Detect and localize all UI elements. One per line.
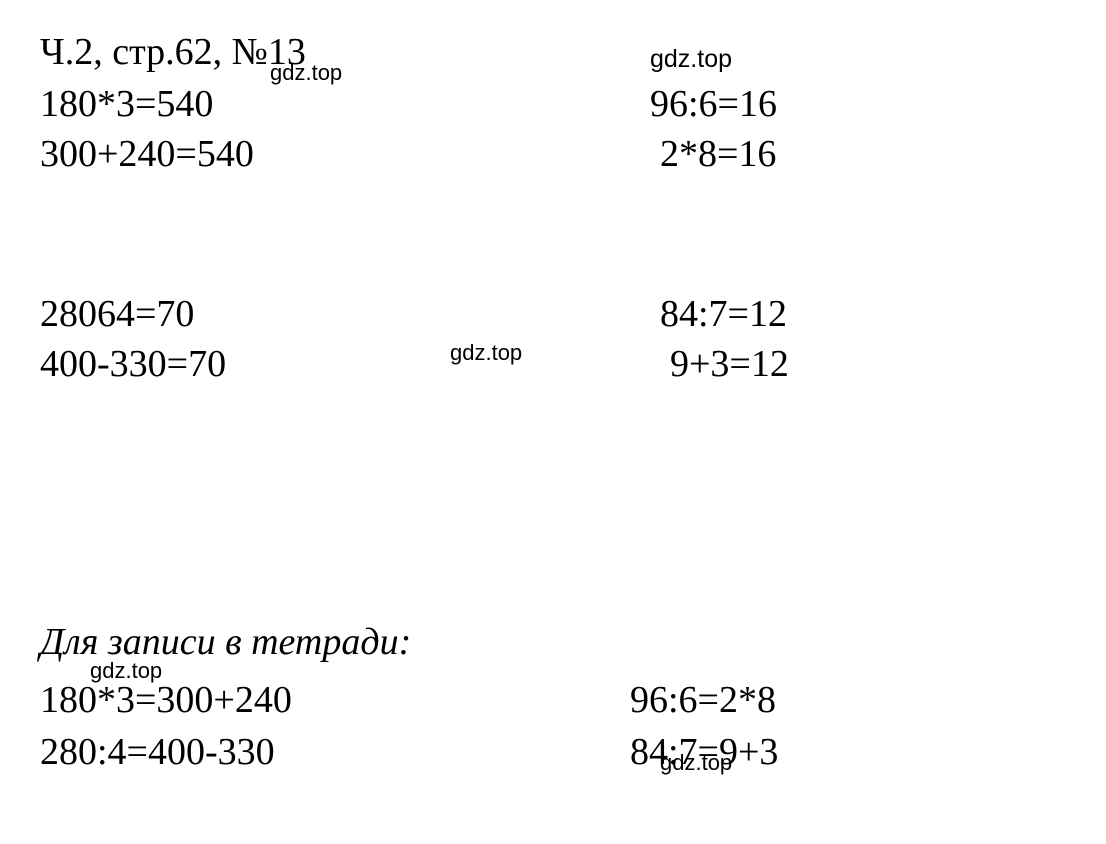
equation-3: 2*8=16 bbox=[660, 132, 776, 176]
equation-1: 96:6=16 bbox=[650, 82, 777, 126]
watermark-1: gdz.top bbox=[650, 45, 732, 74]
equation-5: 84:7=12 bbox=[660, 292, 787, 336]
equation-9: 96:6=2*8 bbox=[630, 678, 776, 722]
equation-10: 280:4=400-330 bbox=[40, 730, 275, 774]
header-line: Ч.2, стр.62, №13 bbox=[40, 30, 306, 74]
equation-2: 300+240=540 bbox=[40, 132, 254, 176]
watermark-2: gdz.top bbox=[450, 340, 522, 366]
watermark-0: gdz.top bbox=[270, 60, 342, 86]
watermark-3: gdz.top bbox=[90, 658, 162, 684]
document-content: Ч.2, стр.62, №13 180*3=540 96:6=16 300+2… bbox=[30, 20, 1076, 824]
watermark-4: gdz.top bbox=[660, 750, 732, 776]
equation-6: 400-330=70 bbox=[40, 342, 226, 386]
equation-7: 9+3=12 bbox=[670, 342, 789, 386]
equation-8: 180*3=300+240 bbox=[40, 678, 292, 722]
equation-4: 28064=70 bbox=[40, 292, 194, 336]
equation-0: 180*3=540 bbox=[40, 82, 213, 126]
